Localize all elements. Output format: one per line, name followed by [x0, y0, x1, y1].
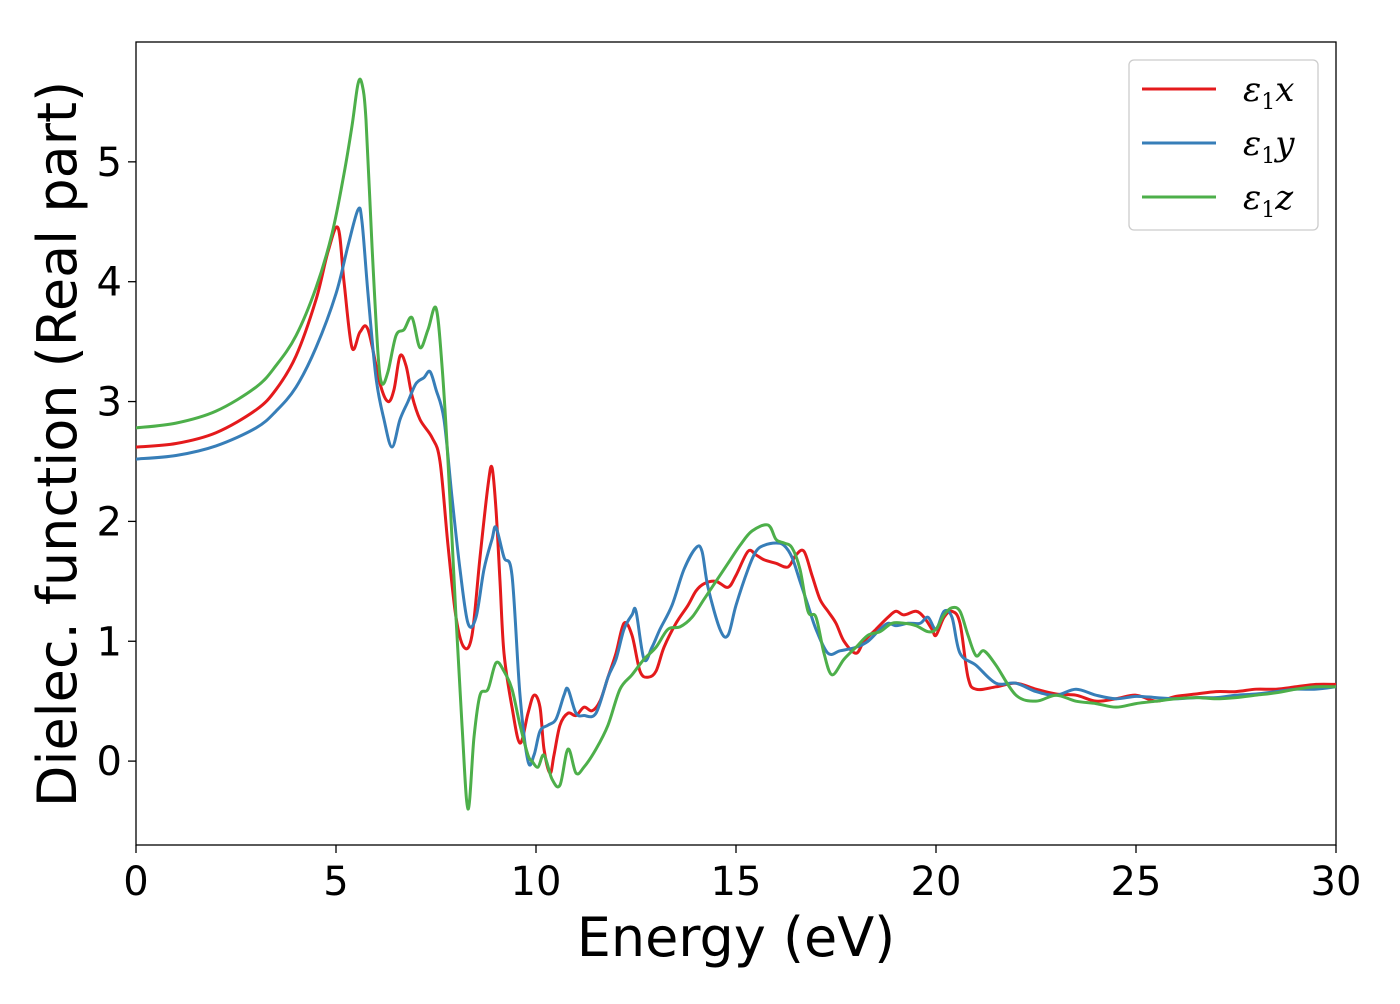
legend-label-y: ε1y	[1243, 124, 1295, 169]
y-axis-ticks: 0 1 2 3 4 5	[97, 140, 136, 785]
x-tick-label: 0	[123, 859, 148, 905]
y-tick-label: 5	[97, 140, 122, 186]
x-axis-ticks: 0 5 10 15 20 25 30	[123, 845, 1361, 905]
x-tick-label: 5	[323, 859, 348, 905]
y-tick-label: 1	[97, 619, 122, 665]
x-tick-label: 20	[911, 859, 962, 905]
x-tick-label: 10	[511, 859, 562, 905]
x-tick-label: 25	[1111, 859, 1162, 905]
y-tick-label: 3	[97, 380, 122, 426]
legend-label-x: ε1x	[1243, 70, 1294, 115]
series-line-y	[136, 206, 1336, 767]
y-tick-label: 2	[97, 499, 122, 545]
legend-box	[1128, 59, 1319, 231]
legend: ε1x ε1y ε1z	[1128, 59, 1319, 231]
series-line-z	[136, 77, 1336, 811]
x-tick-label: 15	[711, 859, 762, 905]
y-tick-label: 0	[97, 739, 122, 785]
series-layer	[136, 77, 1336, 811]
legend-label-z: ε1z	[1243, 178, 1294, 223]
y-tick-label: 4	[97, 260, 122, 306]
x-axis-title: Energy (eV)	[577, 906, 896, 969]
y-axis-title: Dielec. function (Real part)	[26, 81, 89, 807]
series-line-x	[136, 225, 1336, 775]
x-tick-label: 30	[1311, 859, 1362, 905]
